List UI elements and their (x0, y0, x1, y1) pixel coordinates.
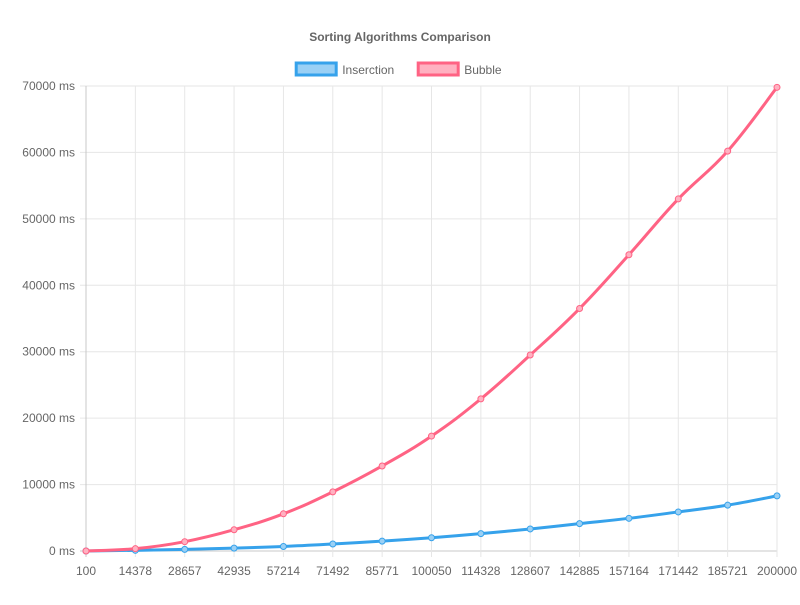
data-point[interactable] (181, 545, 189, 553)
x-tick-label: 100 (76, 564, 96, 578)
y-tick-label: 30000 ms (22, 345, 75, 359)
x-tick-label: 128607 (510, 564, 550, 578)
data-point[interactable] (526, 525, 534, 533)
x-tick-label: 57214 (267, 564, 301, 578)
legend-label[interactable]: Bubble (464, 63, 502, 77)
legend-swatch[interactable] (294, 61, 338, 77)
data-point[interactable] (724, 147, 732, 155)
y-tick-label: 70000 ms (22, 79, 75, 93)
data-point[interactable] (773, 83, 781, 91)
legend-label[interactable]: Inserction (342, 63, 394, 77)
series-line (84, 85, 779, 553)
data-point[interactable] (674, 195, 682, 203)
data-point[interactable] (181, 538, 189, 546)
data-point[interactable] (625, 251, 633, 259)
data-point[interactable] (279, 542, 287, 550)
y-tick-label: 20000 ms (22, 411, 75, 425)
grid (80, 85, 778, 557)
series-bubble (82, 83, 781, 555)
x-tick-label: 185721 (708, 564, 748, 578)
y-tick-label: 60000 ms (22, 145, 75, 159)
x-tick-label: 28657 (168, 564, 202, 578)
data-point[interactable] (477, 395, 485, 403)
series-layer (82, 83, 781, 555)
legend-swatch[interactable] (416, 61, 460, 77)
y-tick-label: 0 ms (49, 544, 75, 558)
data-point[interactable] (477, 530, 485, 538)
data-point[interactable] (279, 510, 287, 518)
x-tick-label: 100050 (411, 564, 451, 578)
data-point[interactable] (428, 432, 435, 440)
data-point[interactable] (230, 526, 238, 534)
data-point[interactable] (724, 501, 732, 509)
x-tick-label: 42935 (217, 564, 251, 578)
x-tick-label: 85771 (365, 564, 399, 578)
data-point[interactable] (329, 488, 337, 496)
data-point[interactable] (131, 545, 139, 553)
data-point[interactable] (773, 492, 781, 500)
data-point[interactable] (576, 520, 584, 528)
data-point[interactable] (329, 540, 337, 548)
legend-item-inserction[interactable]: Inserction (294, 61, 394, 77)
chart-title: Sorting Algorithms Comparison (309, 30, 491, 44)
data-point[interactable] (576, 305, 584, 313)
data-point[interactable] (378, 537, 386, 545)
data-point[interactable] (625, 514, 633, 522)
x-tick-label: 14378 (119, 564, 153, 578)
x-tick-label: 71492 (316, 564, 350, 578)
data-point[interactable] (428, 534, 435, 542)
data-point[interactable] (526, 351, 534, 359)
x-axis: 100 14378 28657 42935 57214 71492 85771 100050 1… (76, 564, 797, 578)
x-tick-label: 200000 (757, 564, 797, 578)
x-tick-label: 171442 (658, 564, 698, 578)
y-axis: 0 ms 10000 ms 20000 ms 30000 ms 40000 ms 5000… (22, 79, 75, 558)
data-point[interactable] (674, 508, 682, 516)
data-point[interactable] (378, 462, 386, 470)
y-tick-label: 10000 ms (22, 478, 75, 492)
y-tick-label: 50000 ms (22, 212, 75, 226)
x-tick-label: 142885 (560, 564, 600, 578)
legend: Inserction Bubble (294, 61, 502, 77)
x-tick-label: 157164 (609, 564, 649, 578)
x-tick-label: 114328 (461, 564, 500, 578)
data-point[interactable] (82, 547, 90, 555)
legend-item-bubble[interactable]: Bubble (416, 61, 502, 77)
data-point[interactable] (230, 544, 238, 552)
y-tick-label: 40000 ms (22, 278, 75, 292)
